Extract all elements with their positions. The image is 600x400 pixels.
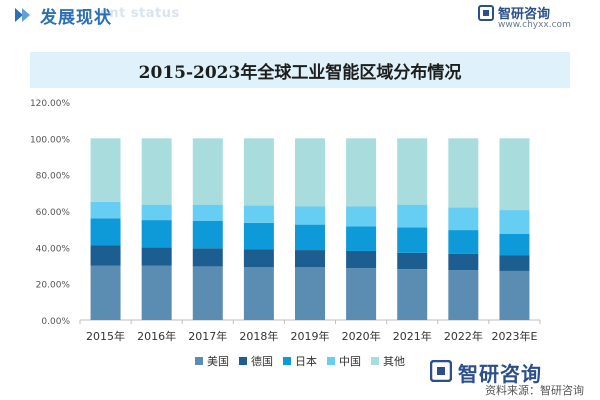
y-tick-label: 120.00% [30,99,70,109]
legend-swatch [195,357,203,365]
x-tick-label: 2019年 [291,329,330,343]
brand-url: www.chyxx.com [498,20,571,30]
chart-legend: 美国 德国 日本 中国 其他 [0,352,600,372]
bar-segment [448,230,479,254]
x-tick-label: 2021年 [393,329,432,343]
bar-segment [499,210,530,234]
bar-segment [141,138,172,205]
bar-segment [397,227,428,253]
bar-segment [295,267,325,320]
legend-swatch [327,357,335,365]
bar-segment [397,204,428,228]
double-chevron-icon [15,8,30,22]
chart-title-band: 2015-2023年全球工业智能区域分布情况 [30,52,570,88]
x-tick-label: 2020年 [342,329,381,343]
bar-segment [243,205,274,223]
bar-segment [243,138,274,206]
bar-segment [295,250,325,268]
bar-segment [448,270,479,320]
bar-segment [243,249,274,268]
bar-segment [448,138,479,208]
legend-label: 中国 [339,355,361,368]
legend-label: 其他 [383,355,405,368]
bar-segment [448,207,479,231]
x-tick-label: 2015年 [86,329,125,343]
x-tick-label: 2022年 [444,329,483,343]
legend-label: 美国 [207,355,229,368]
y-tick-label: 40.00% [36,244,71,254]
legend-swatch [283,357,291,365]
bar-segment [295,138,325,207]
bar-segment [499,233,530,256]
header: ent status 发展现状 智研咨询 www.chyxx.com [0,0,600,30]
bar-segment [346,206,377,227]
legend-label: 德国 [251,355,273,368]
brand-logo-icon [478,5,494,21]
bar-segment [192,248,223,267]
bar-segment [499,255,530,271]
bar-segment [295,224,325,251]
bar-segment [90,265,121,320]
chart-title: 2015-2023年全球工业智能区域分布情况 [138,63,462,83]
bar-segment [90,218,121,246]
bar-segment [499,138,530,211]
bar-segment [397,269,428,320]
x-tick-label: 2023年E [491,329,537,343]
bar-segment [141,204,172,221]
y-tick-label: 60.00% [36,208,71,218]
bar-segment [141,247,172,266]
bar-segment [346,138,377,207]
bar-segment [346,268,377,320]
bar-segment [397,252,428,270]
bar-segment [141,265,172,320]
stacked-bar-chart: 0.00% 20.00% 40.00% 60.00% 80.00% 100.00% 120.… [30,99,541,343]
bar-segment [243,267,274,320]
bar-segment [192,266,223,320]
bar-segment [192,204,223,221]
bar-segment [192,220,223,249]
section-title: 发展现状 [40,8,112,28]
y-tick-label: 100.00% [30,135,70,145]
x-tick-label: 2016年 [137,329,176,343]
bar-segment [141,220,172,248]
bar-segment [448,253,479,271]
bar-segment [90,245,121,266]
data-source: 资料来源：智研咨询 [485,384,584,397]
y-tick-label: 20.00% [36,281,71,291]
brand-name: 智研咨询 [498,7,551,22]
bar-segment [499,270,530,320]
bar-segment [90,138,121,202]
y-tick-label: 80.00% [36,172,71,182]
footer-brand-name: 智研咨询 [458,362,542,386]
x-tick-label: 2018年 [239,329,278,343]
y-tick-label: 0.00% [41,317,70,327]
legend-swatch [239,357,247,365]
bar-segment [346,226,377,251]
bar-segment [346,250,377,269]
bar-segment [295,206,325,225]
bar-segment [192,138,223,205]
legend-label: 日本 [295,355,317,368]
header-watermark-subtitle: ent status [100,6,180,21]
bar-segment [397,138,428,205]
x-tick-label: 2017年 [188,329,227,343]
footer-logo-icon [430,360,452,382]
legend-swatch [371,357,379,365]
bar-segment [243,222,274,250]
bar-segment [90,201,121,219]
